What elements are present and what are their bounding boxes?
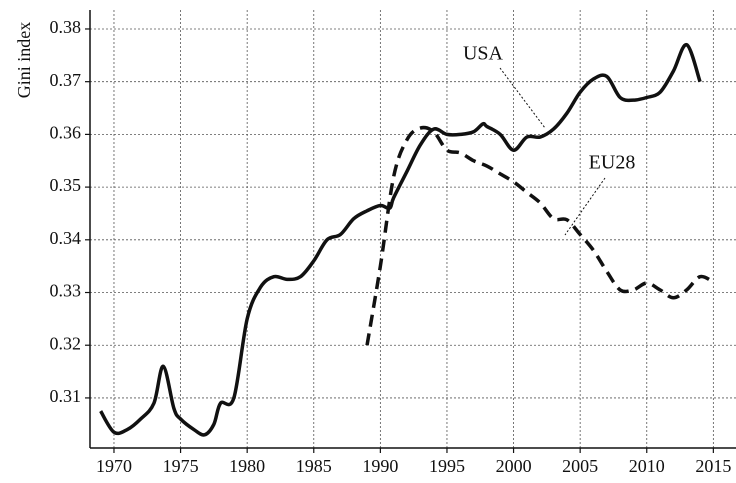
- series-annotation: USA: [463, 43, 504, 65]
- y-tick-label: 0.36: [50, 123, 82, 143]
- y-tick-label: 0.38: [50, 17, 82, 37]
- y-tick-label: 0.37: [50, 70, 82, 90]
- series-line: [99, 43, 702, 437]
- y-tick-label: 0.33: [50, 281, 82, 301]
- x-tick-label: 1975: [163, 456, 199, 476]
- x-tick-label: 2005: [562, 456, 598, 476]
- x-tick-label: 1980: [229, 456, 265, 476]
- x-tick-label: 1985: [296, 456, 332, 476]
- y-tick-label: 0.35: [50, 175, 82, 195]
- series-line: [365, 125, 715, 346]
- x-tick-label: 1990: [362, 456, 398, 476]
- x-tick-label: 1970: [96, 456, 132, 476]
- usa-leader: [499, 67, 546, 129]
- x-tick-label: 1995: [429, 456, 465, 476]
- y-tick-label: 0.32: [50, 333, 82, 353]
- y-axis-label: Gini index: [14, 22, 34, 99]
- y-tick-label: 0.34: [50, 228, 82, 248]
- x-tick-label: 2015: [695, 456, 731, 476]
- x-tick-label: 2000: [496, 456, 532, 476]
- series-annotation: EU28: [589, 152, 636, 174]
- x-tick-label: 2010: [629, 456, 665, 476]
- y-tick-label: 0.31: [50, 386, 82, 406]
- grid: [90, 10, 736, 448]
- eu28-leader: [564, 177, 606, 236]
